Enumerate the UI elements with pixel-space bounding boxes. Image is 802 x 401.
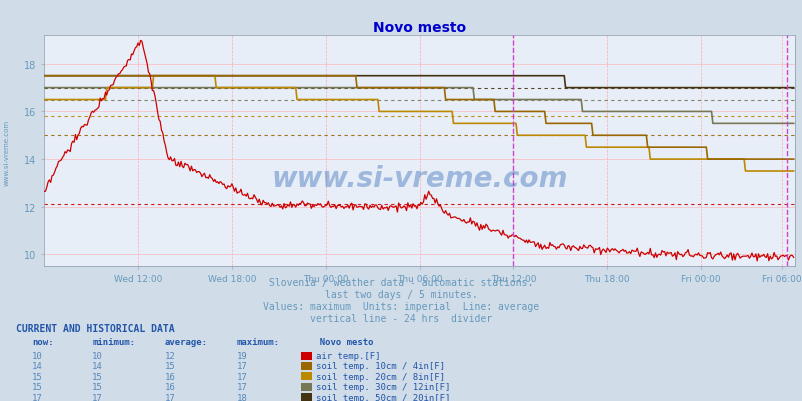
Text: soil temp. 50cm / 20in[F]: soil temp. 50cm / 20in[F]: [315, 393, 449, 401]
Text: 17: 17: [237, 372, 247, 381]
Text: 18: 18: [237, 393, 247, 401]
Text: soil temp. 30cm / 12in[F]: soil temp. 30cm / 12in[F]: [315, 383, 449, 391]
Text: soil temp. 10cm / 4in[F]: soil temp. 10cm / 4in[F]: [315, 362, 444, 371]
Text: 15: 15: [32, 383, 43, 391]
Text: Slovenia / weather data - automatic stations.: Slovenia / weather data - automatic stat…: [269, 277, 533, 288]
Text: www.si-vreme.com: www.si-vreme.com: [3, 119, 10, 185]
Text: 19: 19: [237, 351, 247, 360]
Text: 14: 14: [92, 362, 103, 371]
Text: 12: 12: [164, 351, 175, 360]
Text: 17: 17: [237, 362, 247, 371]
Text: 15: 15: [32, 372, 43, 381]
Text: 17: 17: [32, 393, 43, 401]
Text: air temp.[F]: air temp.[F]: [315, 351, 379, 360]
Text: Values: maximum  Units: imperial  Line: average: Values: maximum Units: imperial Line: av…: [263, 302, 539, 312]
Text: soil temp. 20cm / 8in[F]: soil temp. 20cm / 8in[F]: [315, 372, 444, 381]
Text: last two days / 5 minutes.: last two days / 5 minutes.: [325, 290, 477, 300]
Text: minimum:: minimum:: [92, 337, 136, 346]
Text: 10: 10: [92, 351, 103, 360]
Text: vertical line - 24 hrs  divider: vertical line - 24 hrs divider: [310, 314, 492, 324]
Text: Novo mesto: Novo mesto: [309, 337, 373, 346]
Text: 15: 15: [92, 383, 103, 391]
Text: 17: 17: [164, 393, 175, 401]
Text: 15: 15: [92, 372, 103, 381]
Text: maximum:: maximum:: [237, 337, 280, 346]
Text: CURRENT AND HISTORICAL DATA: CURRENT AND HISTORICAL DATA: [16, 323, 175, 333]
Text: www.si-vreme.com: www.si-vreme.com: [271, 165, 567, 193]
Text: 15: 15: [164, 362, 175, 371]
Title: Novo mesto: Novo mesto: [373, 21, 465, 35]
Text: 14: 14: [32, 362, 43, 371]
Text: 17: 17: [237, 383, 247, 391]
Text: average:: average:: [164, 337, 208, 346]
Text: 16: 16: [164, 383, 175, 391]
Text: 17: 17: [92, 393, 103, 401]
Text: now:: now:: [32, 337, 54, 346]
Text: 16: 16: [164, 372, 175, 381]
Text: 10: 10: [32, 351, 43, 360]
